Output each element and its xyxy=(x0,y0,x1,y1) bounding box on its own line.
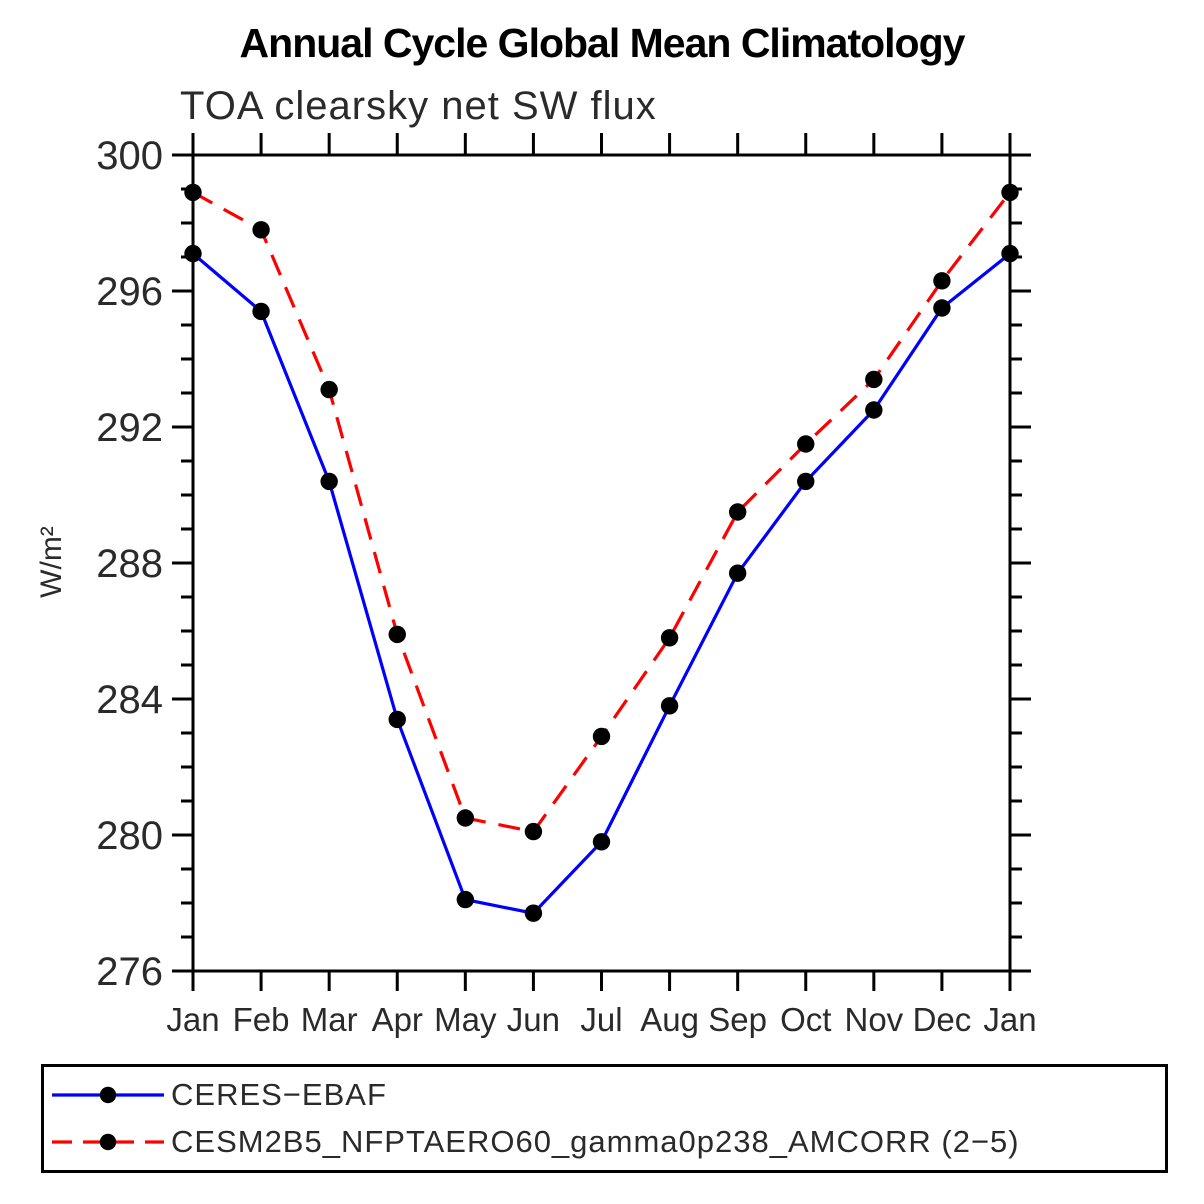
legend-label-cesm: CESM2B5_NFPTAERO60_gamma0p238_AMCORR (2−… xyxy=(171,1123,1020,1159)
data-point-marker xyxy=(1001,244,1019,263)
x-tick-label: Jul xyxy=(580,1001,622,1038)
legend-dot-icon xyxy=(99,1087,117,1104)
chart-subtitle: TOA clearsky net SW flux xyxy=(180,84,657,128)
y-tick-label: 288 xyxy=(96,542,163,586)
y-tick-label: 292 xyxy=(96,406,163,450)
data-point-marker xyxy=(524,822,543,841)
legend-box: CERES−EBAF CESM2B5_NFPTAERO60_gamma0p238… xyxy=(41,1064,1168,1173)
x-tick-label: Jan xyxy=(983,1001,1036,1038)
data-point-marker xyxy=(797,435,815,453)
data-point-marker xyxy=(592,727,611,746)
data-point-marker xyxy=(933,272,951,290)
x-tick-label: May xyxy=(434,1001,497,1038)
data-point-marker xyxy=(1001,183,1019,202)
data-point-marker xyxy=(320,472,338,491)
x-tick-label: Aug xyxy=(640,1001,699,1038)
data-point-marker xyxy=(933,299,951,317)
series-line-0 xyxy=(191,252,1011,915)
legend-item-ceres: CERES−EBAF xyxy=(48,1077,1165,1113)
x-tick-label: Oct xyxy=(780,1001,831,1038)
data-point-marker xyxy=(797,472,815,491)
data-point-marker xyxy=(388,710,406,729)
legend-label-ceres: CERES−EBAF xyxy=(171,1077,387,1113)
x-tick-label: Jun xyxy=(507,1001,560,1038)
x-tick-label: Nov xyxy=(844,1001,903,1038)
y-tick-label: 284 xyxy=(96,678,163,722)
data-point-marker xyxy=(388,625,406,644)
data-point-marker xyxy=(865,370,883,389)
solid-line-marker-icon xyxy=(52,1087,164,1104)
data-point-marker xyxy=(524,904,543,922)
legend-dot-icon xyxy=(99,1133,117,1150)
x-tick-label: Dec xyxy=(913,1001,972,1038)
data-point-marker xyxy=(456,809,475,827)
data-point-marker xyxy=(660,697,679,715)
data-point-marker xyxy=(320,380,338,399)
legend-item-cesm: CESM2B5_NFPTAERO60_gamma0p238_AMCORR (2−… xyxy=(48,1124,1165,1160)
data-point-marker xyxy=(184,183,202,202)
y-tick-label: 296 xyxy=(96,270,163,314)
chart-title: Annual Cycle Global Mean Climatology xyxy=(239,20,966,66)
x-tick-label: Feb xyxy=(233,1001,290,1038)
data-point-marker xyxy=(592,833,611,851)
data-point-marker xyxy=(252,221,270,239)
data-point-marker xyxy=(660,629,679,647)
data-point-marker xyxy=(865,401,883,419)
dashed-line-marker-icon xyxy=(52,1133,164,1150)
y-tick-label: 300 xyxy=(96,134,163,178)
data-point-marker xyxy=(184,244,202,263)
y-tick-label: 276 xyxy=(96,950,163,994)
x-tick-label: Sep xyxy=(708,1001,767,1038)
data-point-marker xyxy=(252,302,270,321)
data-point-marker xyxy=(456,890,475,909)
y-tick-label: 280 xyxy=(96,814,163,858)
x-tick-label: Jan xyxy=(166,1001,219,1038)
x-tick-label: Apr xyxy=(372,1001,423,1038)
data-point-marker xyxy=(728,503,747,521)
data-point-marker xyxy=(728,564,747,582)
x-tick-label: Mar xyxy=(301,1001,358,1038)
